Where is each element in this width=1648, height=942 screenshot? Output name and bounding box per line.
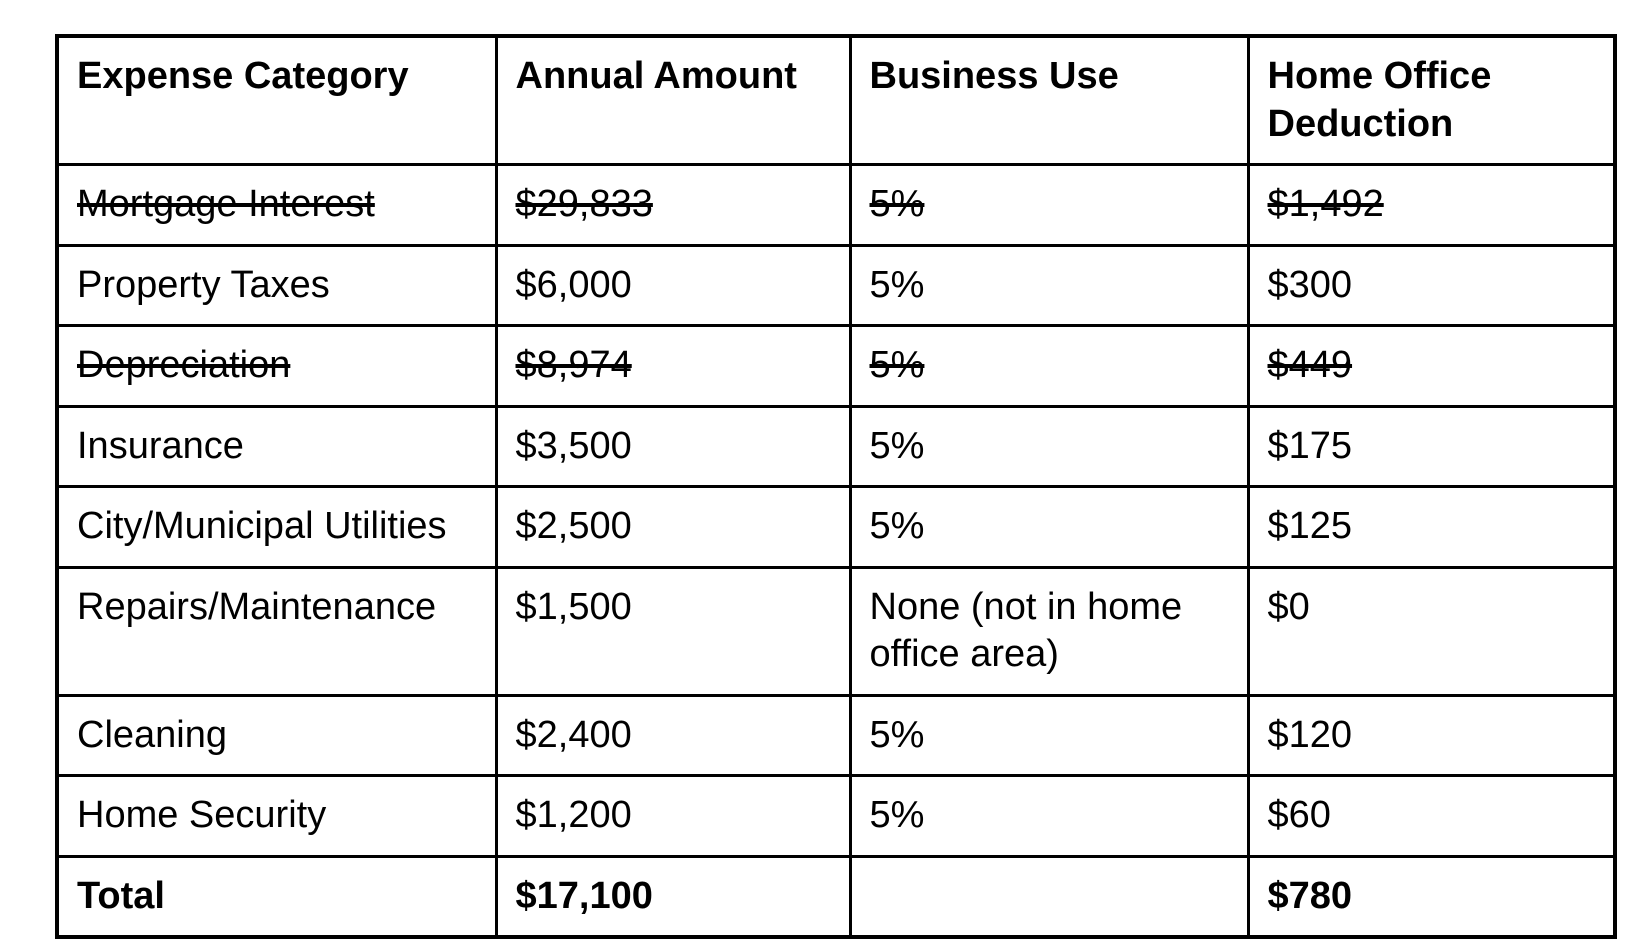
cell-home-office-deduction-text: $1,492 [1267,183,1384,225]
cell-home-office-deduction-text: $60 [1267,794,1331,836]
cell-business-use-text: 5% [869,794,925,836]
cell-business-use: None (not in home office area) [848,565,1250,697]
cell-annual-amount: $2,500 [494,485,852,569]
cell-home-office-deduction-text: $780 [1267,874,1353,917]
cell-expense-category: Home Security [55,774,498,858]
cell-business-use: 5% [848,243,1250,327]
cell-expense-category: Cleaning [55,693,498,777]
cell-business-use: 5% [848,163,1250,247]
cell-annual-amount: $1,200 [494,774,852,858]
cell-home-office-deduction: $125 [1246,485,1617,569]
cell-expense-category: Repairs/Maintenance [55,565,498,697]
cell-expense-category: City/Municipal Utilities [55,485,498,569]
header-expense-category: Expense Category [55,34,498,166]
cell-home-office-deduction-text: $300 [1267,263,1353,306]
cell-home-office-deduction: $300 [1246,243,1617,327]
cell-business-use-text: 5% [869,713,925,756]
cell-business-use: 5% [848,485,1250,569]
header-home-office-deduction: Home Office Deduction [1246,34,1617,166]
cell-annual-amount: $6,000 [494,243,852,327]
header-annual-amount-label: Annual Amount [515,55,797,97]
cell-home-office-deduction: $60 [1246,774,1617,858]
cell-business-use-text: 5% [869,505,925,547]
cell-expense-category-text: Cleaning [77,713,227,756]
cell-home-office-deduction: $449 [1246,324,1617,408]
cell-business-use-text: 5% [869,344,925,386]
table-row: Total $17,100 $780 [55,854,1617,939]
cell-expense-category-text: Home Security [77,794,327,836]
cell-home-office-deduction: $1,492 [1246,163,1617,247]
cell-home-office-deduction: $0 [1246,565,1617,697]
header-business-use: Business Use [848,34,1250,166]
cell-business-use-text: None (not in home office area) [869,585,1183,676]
cell-home-office-deduction-text: $125 [1267,505,1353,547]
table-row: Insurance $3,500 5% $175 [55,404,1617,488]
cell-annual-amount: $17,100 [494,854,852,939]
cell-annual-amount: $1,500 [494,565,852,697]
table-row: City/Municipal Utilities $2,500 5% $125 [55,485,1617,569]
cell-expense-category: Property Taxes [55,243,498,327]
cell-expense-category: Mortgage Interest [55,163,498,247]
cell-expense-category-text: Total [77,874,165,917]
cell-expense-category-text: City/Municipal Utilities [77,505,447,547]
header-home-office-deduction-label: Home Office Deduction [1267,55,1492,145]
cell-annual-amount: $8,974 [494,324,852,408]
cell-business-use-text: 5% [869,424,925,467]
cell-annual-amount: $3,500 [494,404,852,488]
table-row: Mortgage Interest $29,833 5% $1,492 [55,163,1617,247]
cell-business-use [848,854,1250,939]
cell-expense-category-text: Depreciation [77,344,291,386]
cell-annual-amount-text: $2,500 [515,505,632,547]
header-row: Expense Category Annual Amount Business … [55,34,1617,166]
table-row: Cleaning $2,400 5% $120 [55,693,1617,777]
cell-expense-category: Insurance [55,404,498,488]
cell-annual-amount-text: $1,200 [515,794,632,836]
cell-business-use: 5% [848,324,1250,408]
cell-annual-amount-text: $17,100 [515,874,653,917]
cell-annual-amount: $29,833 [494,163,852,247]
table-row: Property Taxes $6,000 5% $300 [55,243,1617,327]
cell-business-use: 5% [848,774,1250,858]
table-row: Repairs/Maintenance $1,500 None (not in … [55,565,1617,697]
cell-home-office-deduction-text: $449 [1267,344,1353,386]
cell-annual-amount-text: $29,833 [515,183,653,225]
header-expense-category-label: Expense Category [77,55,409,97]
expense-table: Expense Category Annual Amount Business … [55,34,1617,939]
cell-annual-amount-text: $8,974 [515,344,632,386]
cell-home-office-deduction: $120 [1246,693,1617,777]
cell-expense-category-text: Repairs/Maintenance [77,585,437,628]
cell-home-office-deduction-text: $0 [1267,585,1310,628]
cell-annual-amount-text: $1,500 [515,585,632,628]
cell-annual-amount: $2,400 [494,693,852,777]
cell-business-use-text: 5% [869,263,925,306]
cell-annual-amount-text: $3,500 [515,424,632,467]
cell-annual-amount-text: $6,000 [515,263,632,306]
cell-home-office-deduction-text: $175 [1267,424,1353,467]
header-business-use-label: Business Use [869,55,1119,97]
cell-business-use-text: 5% [869,183,925,225]
cell-home-office-deduction: $175 [1246,404,1617,488]
cell-expense-category: Depreciation [55,324,498,408]
cell-expense-category-text: Property Taxes [77,263,330,306]
header-annual-amount: Annual Amount [494,34,852,166]
table-row: Home Security $1,200 5% $60 [55,774,1617,858]
cell-business-use: 5% [848,404,1250,488]
cell-annual-amount-text: $2,400 [515,713,632,756]
cell-home-office-deduction: $780 [1246,854,1617,939]
cell-business-use: 5% [848,693,1250,777]
cell-home-office-deduction-text: $120 [1267,713,1353,756]
table-row: Depreciation $8,974 5% $449 [55,324,1617,408]
cell-expense-category-text: Mortgage Interest [77,183,375,225]
cell-expense-category-text: Insurance [77,424,244,467]
cell-expense-category: Total [55,854,498,939]
